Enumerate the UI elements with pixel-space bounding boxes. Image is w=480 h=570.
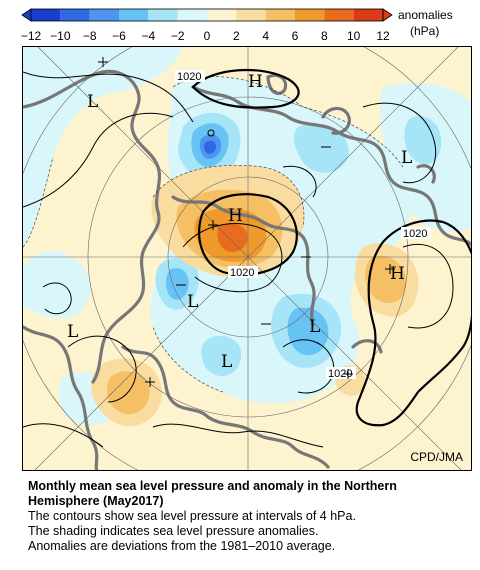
colorbar-tick-label: 12: [376, 29, 390, 43]
colorbar-cell: [177, 9, 207, 21]
colorbar-tick-label: 4: [262, 29, 269, 43]
caption-title-line-1: Monthly mean sea level pressure and anom…: [28, 479, 397, 493]
isobar-label: 1020: [328, 368, 352, 380]
low-center-marker: L: [309, 317, 320, 337]
colorbar-tick-label: −12: [20, 29, 42, 43]
colorbar-cell: [31, 9, 61, 21]
isobar-label: 1020: [403, 228, 427, 240]
colorbar-tick-label: 2: [232, 29, 240, 43]
pressure-isobars-bold: [191, 68, 471, 427]
low-center-marker: L: [87, 92, 98, 112]
caption-line-2: The shading indicates sea level pressure…: [28, 524, 319, 538]
colorbar-cell: [265, 9, 295, 21]
caption-line-1: The contours show sea level pressure at …: [28, 509, 356, 523]
high-center-marker: H: [390, 264, 405, 284]
colorbar-cell: [236, 9, 266, 21]
colorbar-tick-label: 8: [320, 29, 328, 43]
high-center-marker: H: [228, 206, 243, 226]
isobar-label: 1020: [230, 267, 254, 279]
sea-level-pressure-map: 1020 1020 1020 1020 L L L L L L H H H: [22, 46, 472, 471]
pressure-isobars: [23, 71, 454, 448]
colorbar-tick-label: 10: [346, 29, 361, 43]
low-center-marker: L: [221, 352, 232, 372]
colorbar-unit-label: anomalies: [398, 8, 453, 22]
map-credit: CPD/JMA: [410, 450, 463, 464]
colorbar-unit-sub: (hPa): [410, 24, 440, 38]
high-center-marker: H: [248, 72, 263, 92]
colorbar-cell: [60, 9, 90, 21]
graticule: [23, 47, 471, 470]
isobar-label: 1020: [177, 71, 201, 83]
colorbar-cell: [295, 9, 325, 21]
colorbar-tick-label: −6: [112, 29, 126, 43]
map-graphic: 1020 1020 1020 1020 L L L L L L H H H: [23, 47, 471, 470]
colorbar-cell: [119, 9, 149, 21]
caption-line-3: Anomalies are deviations from the 1981–2…: [28, 539, 336, 553]
colorbar-tick-label: −10: [50, 29, 71, 43]
colorbar-cell: [148, 9, 178, 21]
extremum-markers: [98, 57, 395, 387]
colorbar-cell: [324, 9, 354, 21]
colorbar-tick-label: −2: [170, 29, 185, 43]
low-center-marker: L: [401, 148, 412, 168]
colorbar-tick-label: 0: [203, 29, 211, 43]
colorbar-tick-label: 6: [291, 29, 299, 43]
low-center-marker: L: [67, 322, 78, 342]
colorbar-cell: [353, 9, 383, 21]
negative-anomaly-core: [155, 112, 442, 377]
positive-anomaly-shading: [91, 165, 419, 427]
coastlines: [23, 69, 471, 470]
colorbar-cell: [207, 9, 237, 21]
colorbar-cell: [89, 9, 119, 21]
anomaly-colorbar: −12 −10 −8 −6 −4 −2 0 2 4 6 8 10 12 anomalies (hPa): [0, 0, 480, 46]
colorbar-graphic: [21, 8, 393, 22]
colorbar-tick-label: −8: [82, 29, 97, 43]
colorbar-left-arrow: [21, 8, 32, 22]
colorbar-tick-label: −4: [141, 29, 156, 43]
colorbar-right-arrow: [382, 8, 393, 22]
low-center-marker: L: [187, 292, 198, 312]
caption-title-line-2: Hemisphere (May2017): [28, 494, 164, 508]
